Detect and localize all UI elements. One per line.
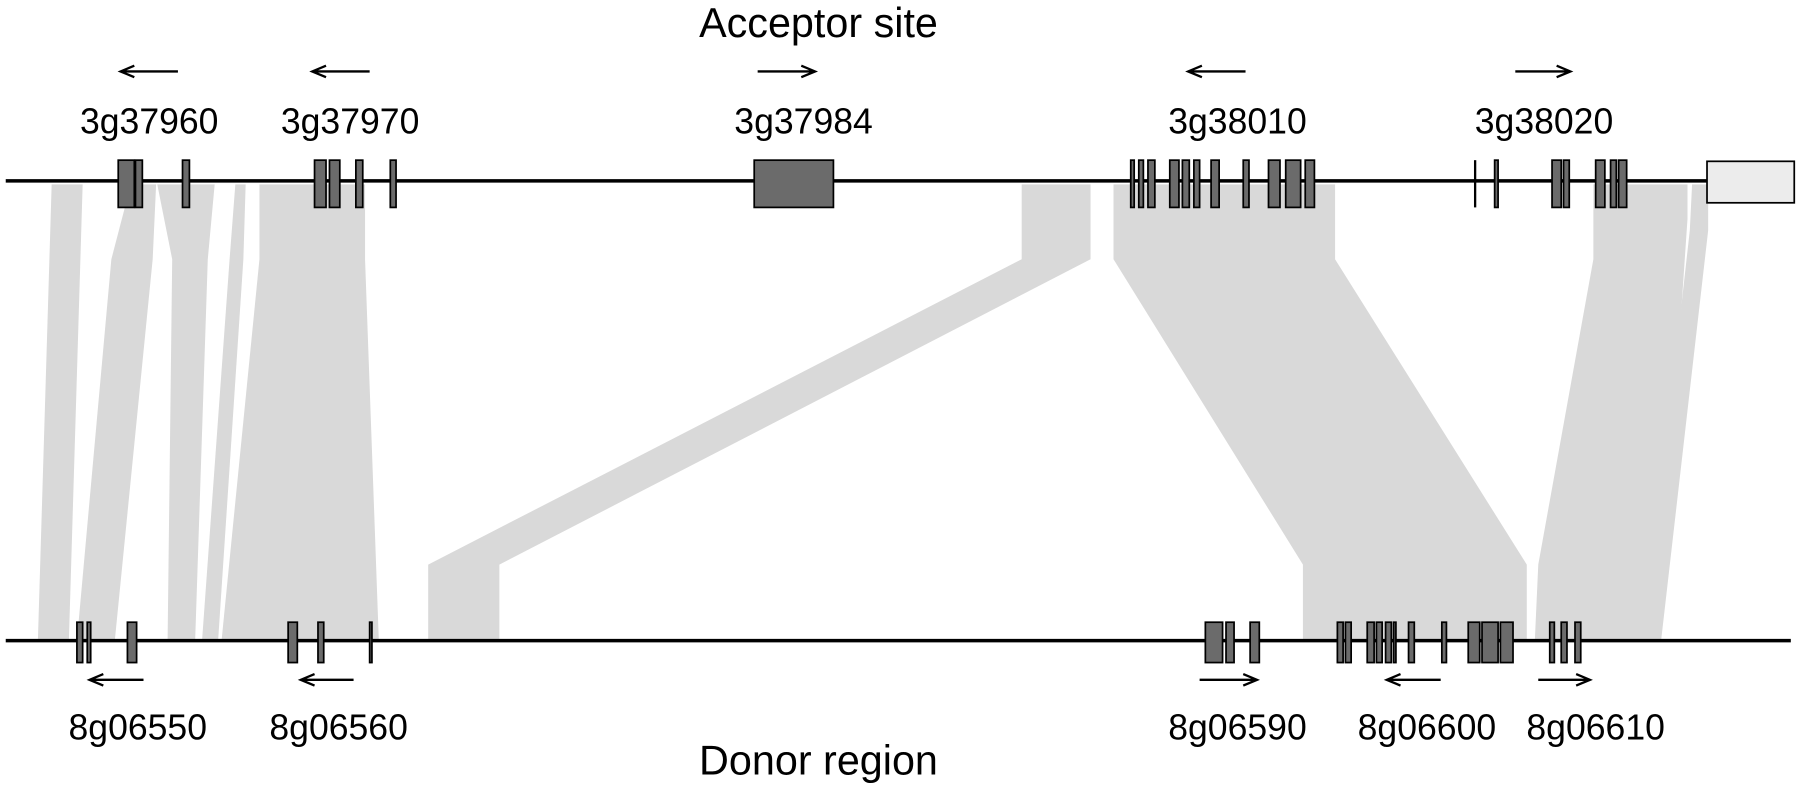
exon [1440, 621, 1448, 664]
exon [1242, 159, 1250, 209]
exon [1560, 621, 1568, 664]
strand-arrow [1199, 673, 1260, 687]
exon [328, 159, 341, 209]
exon [1407, 621, 1416, 664]
gene-label: 3g38010 [1168, 102, 1307, 142]
exon [1137, 159, 1145, 209]
exon [1493, 159, 1499, 209]
strand-arrow [86, 673, 144, 687]
exon [86, 621, 92, 664]
exon [1284, 159, 1302, 209]
homology-band [202, 184, 246, 641]
homology-band [1534, 184, 1688, 641]
homology-band [1643, 184, 1709, 641]
exon [1249, 621, 1261, 664]
exon [287, 621, 299, 664]
exon [1609, 159, 1618, 209]
homology-band [428, 184, 1091, 641]
exons [76, 159, 1628, 664]
gene-label: 3g37960 [80, 102, 219, 142]
exon [1562, 159, 1571, 209]
exon [1499, 621, 1514, 664]
gene-label: 3g38020 [1475, 102, 1614, 142]
exon [117, 159, 136, 209]
exon [1181, 159, 1191, 209]
strand-arrow [297, 673, 354, 687]
exon [1168, 159, 1180, 209]
exon [1481, 621, 1499, 664]
exon [313, 159, 327, 209]
exon [1617, 159, 1628, 209]
gene-label: 8g06610 [1526, 708, 1665, 748]
gene-label: 3g37984 [734, 102, 873, 142]
homology-band [157, 184, 215, 641]
gene-label: 8g06590 [1168, 708, 1307, 748]
homology-band [76, 184, 157, 641]
exon [1225, 621, 1235, 664]
strand-arrows [86, 64, 1593, 687]
exon [76, 621, 84, 664]
homology-bands [37, 184, 1709, 641]
exon [1304, 159, 1316, 209]
exon [1193, 159, 1201, 209]
gene-label: 8g06560 [269, 708, 408, 748]
exon [1375, 621, 1384, 664]
exon [1548, 621, 1556, 664]
exon [317, 621, 325, 664]
exon [134, 159, 144, 209]
exon [1210, 159, 1220, 209]
exon [126, 621, 138, 664]
exon [1336, 621, 1344, 664]
exon [368, 621, 373, 664]
strand-arrow [309, 64, 370, 79]
exon [1551, 159, 1563, 209]
strand-arrow [1383, 673, 1441, 687]
exon [181, 159, 191, 209]
homology-band [1113, 184, 1527, 641]
exon [1129, 159, 1136, 209]
exon [1467, 621, 1481, 664]
strand-arrow [1538, 673, 1593, 687]
exon [1384, 621, 1393, 664]
exon [389, 159, 397, 209]
strand-arrow [1185, 64, 1246, 79]
gene-label: 3g37970 [281, 102, 420, 142]
homology-band [37, 184, 83, 641]
strand-arrow [1515, 64, 1574, 79]
exon [1267, 159, 1281, 209]
exon [1594, 159, 1606, 209]
gene-label: 8g06550 [69, 708, 208, 748]
exon [1147, 159, 1156, 209]
exon [1204, 621, 1224, 664]
strand-arrow [117, 64, 178, 79]
acceptor-title: Acceptor site [699, 0, 938, 46]
exon [1344, 621, 1353, 664]
exon [1392, 621, 1397, 664]
strand-arrow [757, 64, 819, 79]
chromosome-end [1706, 160, 1796, 204]
gene-label: 8g06600 [1358, 708, 1497, 748]
exon [1366, 621, 1375, 664]
exon [753, 159, 835, 209]
exon [1574, 621, 1582, 664]
exon [355, 159, 364, 209]
donor-title: Donor region [699, 737, 938, 783]
homology-band [221, 184, 379, 641]
